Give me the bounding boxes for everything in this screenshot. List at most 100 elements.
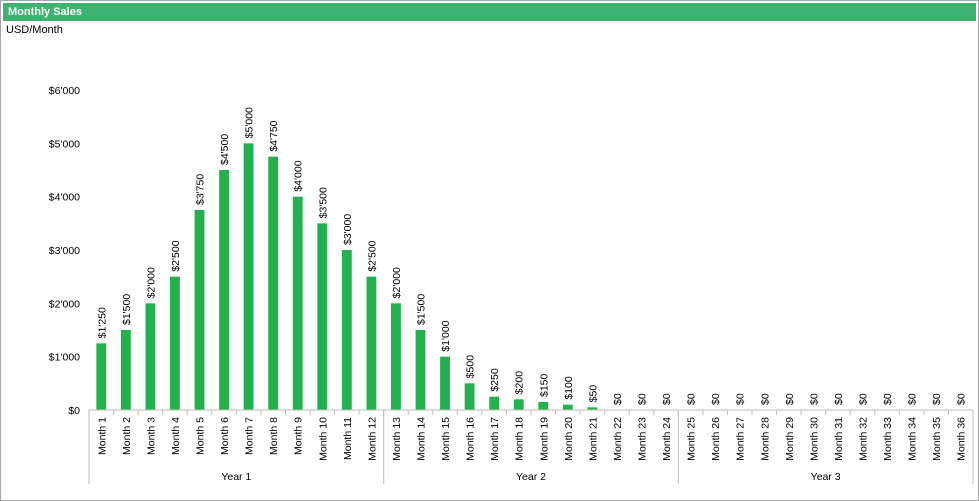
x-tick-label: Month 8 bbox=[268, 417, 280, 455]
bar bbox=[415, 330, 426, 410]
x-tick-label: Month 26 bbox=[710, 417, 722, 461]
chart-title: Monthly Sales bbox=[8, 6, 82, 18]
x-tick-label: Month 22 bbox=[612, 417, 624, 461]
bar bbox=[194, 210, 205, 410]
bar bbox=[170, 276, 180, 410]
bar-value-label: $0 bbox=[858, 393, 870, 405]
bar bbox=[145, 303, 156, 410]
chart-subtitle: USD/Month bbox=[6, 24, 63, 36]
bar-value-label: $100 bbox=[563, 376, 575, 400]
bar-value-label: $1'000 bbox=[440, 320, 452, 351]
bar-value-label: $0 bbox=[735, 393, 747, 405]
bar bbox=[513, 399, 524, 410]
bar bbox=[440, 356, 450, 410]
y-tick-label: $2'000 bbox=[49, 298, 80, 310]
bar-value-label: $1'500 bbox=[121, 294, 133, 325]
bar-value-label: $200 bbox=[514, 371, 526, 395]
x-tick-label: Month 6 bbox=[219, 417, 231, 455]
bar-value-label: $0 bbox=[759, 393, 771, 405]
bar bbox=[562, 404, 573, 410]
bar-value-label: $0 bbox=[710, 393, 722, 405]
group-label: Year 1 bbox=[221, 471, 251, 483]
x-tick-label: Month 29 bbox=[784, 417, 796, 461]
bar-value-label: $2'500 bbox=[170, 240, 182, 271]
bar bbox=[243, 143, 254, 410]
bar-value-label: $2'500 bbox=[366, 240, 378, 271]
x-tick-label: Month 13 bbox=[391, 417, 403, 461]
bar bbox=[464, 383, 475, 410]
y-tick-label: $3'000 bbox=[49, 245, 80, 257]
x-tick-label: Month 10 bbox=[317, 417, 329, 461]
x-tick-label: Month 1 bbox=[96, 417, 108, 455]
bar bbox=[391, 303, 401, 410]
bar bbox=[489, 396, 500, 410]
bar-value-label: $0 bbox=[686, 393, 698, 405]
bar-value-label: $0 bbox=[784, 393, 796, 405]
x-tick-label: Month 30 bbox=[808, 417, 820, 461]
bar bbox=[292, 196, 303, 410]
x-tick-label: Month 17 bbox=[489, 417, 501, 461]
bar-value-label: $0 bbox=[956, 393, 968, 405]
x-tick-label: Month 16 bbox=[465, 417, 477, 461]
y-tick-label: $4'000 bbox=[49, 192, 80, 204]
x-tick-label: Month 5 bbox=[195, 417, 207, 455]
group-label: Year 3 bbox=[811, 471, 841, 483]
bar-value-label: $0 bbox=[907, 393, 919, 405]
y-tick-label: $1'000 bbox=[49, 352, 80, 364]
y-tick-label: $5'000 bbox=[49, 138, 80, 150]
bar-value-label: $3'750 bbox=[195, 174, 207, 205]
y-tick-label: $0 bbox=[68, 405, 80, 417]
bar-value-label: $500 bbox=[465, 355, 477, 379]
bar-value-label: $5'000 bbox=[244, 107, 256, 138]
bar-value-label: $0 bbox=[661, 393, 673, 405]
bar-value-label: $1'250 bbox=[96, 307, 108, 338]
bar bbox=[120, 330, 131, 410]
x-tick-label: Month 21 bbox=[587, 417, 599, 461]
chart-title-bar: Monthly Sales bbox=[3, 3, 976, 21]
x-tick-label: Month 14 bbox=[416, 417, 428, 461]
bar bbox=[96, 343, 107, 410]
x-tick-label: Month 7 bbox=[244, 417, 256, 455]
bar bbox=[268, 156, 279, 410]
bar-value-label: $4'750 bbox=[268, 120, 280, 151]
x-tick-label: Month 24 bbox=[661, 417, 673, 461]
bar-value-label: $0 bbox=[833, 393, 845, 405]
x-tick-label: Month 31 bbox=[833, 417, 845, 461]
x-tick-label: Month 19 bbox=[538, 417, 550, 461]
x-tick-label: Month 9 bbox=[293, 417, 305, 455]
bar-value-label: $0 bbox=[931, 393, 943, 405]
group-label: Year 2 bbox=[516, 471, 546, 483]
bar bbox=[219, 170, 229, 410]
bar bbox=[317, 223, 328, 410]
x-tick-label: Month 36 bbox=[956, 417, 968, 461]
x-tick-label: Month 20 bbox=[563, 417, 575, 461]
x-tick-label: Month 23 bbox=[637, 417, 649, 461]
x-tick-label: Month 25 bbox=[686, 417, 698, 461]
bar-value-label: $0 bbox=[808, 393, 820, 405]
bar-value-label: $2'000 bbox=[391, 267, 403, 298]
x-tick-label: Month 3 bbox=[145, 417, 157, 455]
bar bbox=[341, 250, 352, 410]
bar-value-label: $0 bbox=[612, 393, 624, 405]
x-tick-label: Month 11 bbox=[342, 417, 354, 460]
x-tick-label: Month 18 bbox=[514, 417, 526, 461]
x-tick-label: Month 12 bbox=[366, 417, 378, 461]
x-tick-label: Month 28 bbox=[759, 417, 771, 461]
bar-value-label: $3'500 bbox=[317, 187, 329, 218]
bar-value-label: $3'000 bbox=[342, 214, 354, 245]
x-tick-label: Month 33 bbox=[882, 417, 894, 461]
bar bbox=[587, 407, 598, 410]
bar-value-label: $50 bbox=[587, 385, 599, 403]
x-tick-label: Month 4 bbox=[170, 417, 182, 455]
bar-value-label: $4'000 bbox=[293, 160, 305, 191]
x-tick-label: Month 35 bbox=[931, 417, 943, 461]
bar-value-label: $0 bbox=[882, 393, 894, 405]
bar-value-label: $1'500 bbox=[416, 294, 428, 325]
bar-value-label: $0 bbox=[637, 393, 649, 405]
bar bbox=[366, 276, 377, 410]
bar-value-label: $2'000 bbox=[145, 267, 157, 298]
bar bbox=[538, 402, 549, 410]
bar-value-label: $150 bbox=[538, 373, 550, 397]
